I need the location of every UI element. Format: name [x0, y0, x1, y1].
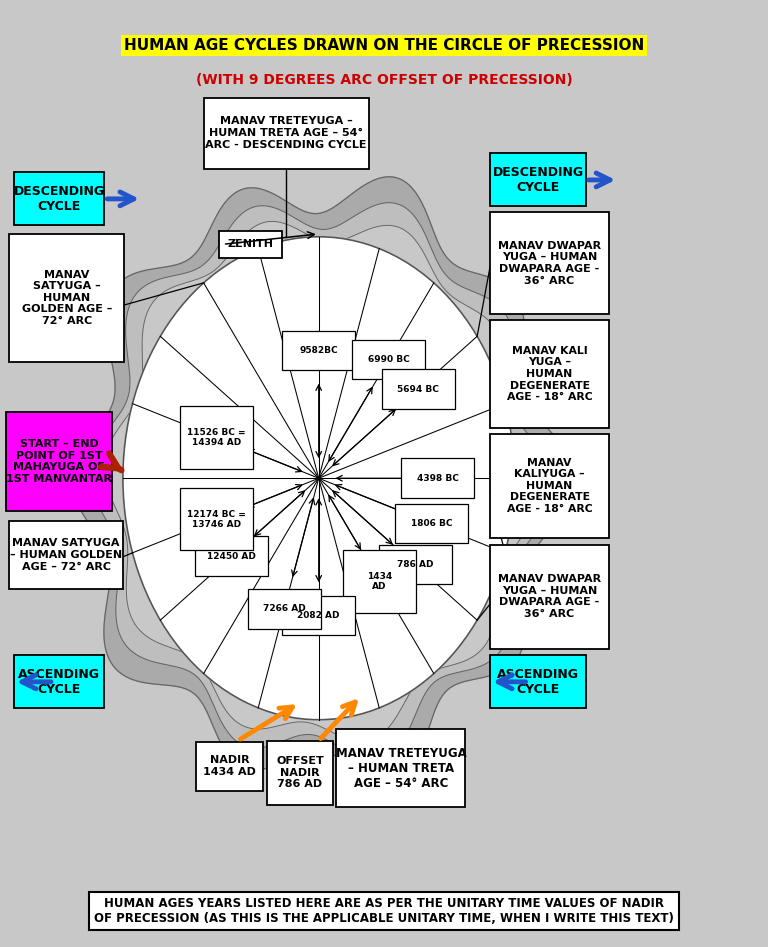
- FancyBboxPatch shape: [14, 172, 104, 225]
- FancyBboxPatch shape: [401, 458, 474, 498]
- FancyBboxPatch shape: [396, 504, 468, 544]
- FancyBboxPatch shape: [248, 589, 321, 629]
- Text: MANAV DWAPAR
YUGA – HUMAN
DWAPARA AGE -
36° ARC: MANAV DWAPAR YUGA – HUMAN DWAPARA AGE - …: [498, 574, 601, 619]
- FancyBboxPatch shape: [490, 212, 609, 314]
- Text: MANAV TRETEYUGA –
HUMAN TRETA AGE – 54°
ARC - DESCENDING CYCLE: MANAV TRETEYUGA – HUMAN TRETA AGE – 54° …: [205, 116, 367, 150]
- Polygon shape: [89, 203, 554, 760]
- Text: NADIR
1434 AD: NADIR 1434 AD: [204, 756, 256, 777]
- Text: MANAV
KALIYUGA –
HUMAN
DEGENERATE
AGE - 18° ARC: MANAV KALIYUGA – HUMAN DEGENERATE AGE - …: [507, 457, 592, 514]
- Text: 5694 BC: 5694 BC: [397, 384, 439, 394]
- Text: MANAV SATYUGA
– HUMAN GOLDEN
AGE – 72° ARC: MANAV SATYUGA – HUMAN GOLDEN AGE – 72° A…: [10, 538, 122, 572]
- FancyBboxPatch shape: [353, 340, 425, 380]
- Text: 4398 BC: 4398 BC: [417, 474, 458, 483]
- FancyBboxPatch shape: [490, 545, 609, 649]
- FancyBboxPatch shape: [180, 488, 253, 550]
- Text: 9582BC: 9582BC: [300, 346, 338, 355]
- FancyBboxPatch shape: [267, 741, 333, 805]
- Polygon shape: [104, 222, 537, 742]
- Text: START – END
POINT OF 1ST
MAHAYUGA OF
1ST MANVANTAR: START – END POINT OF 1ST MAHAYUGA OF 1ST…: [6, 439, 112, 484]
- Text: 12174 BC =
13746 AD: 12174 BC = 13746 AD: [187, 509, 246, 529]
- FancyBboxPatch shape: [343, 550, 416, 613]
- FancyBboxPatch shape: [180, 406, 253, 469]
- Text: 1806 BC: 1806 BC: [411, 519, 452, 528]
- FancyBboxPatch shape: [14, 655, 104, 708]
- FancyBboxPatch shape: [219, 231, 282, 258]
- Text: DESCENDING
CYCLE: DESCENDING CYCLE: [14, 185, 104, 213]
- FancyBboxPatch shape: [6, 412, 112, 511]
- FancyBboxPatch shape: [195, 536, 268, 576]
- Text: DESCENDING
CYCLE: DESCENDING CYCLE: [492, 166, 584, 194]
- FancyBboxPatch shape: [283, 596, 355, 635]
- Text: MANAV KALI
YUGA –
HUMAN
DEGENERATE
AGE - 18° ARC: MANAV KALI YUGA – HUMAN DEGENERATE AGE -…: [507, 346, 592, 402]
- Text: HUMAN AGE CYCLES DRAWN ON THE CIRCLE OF PRECESSION: HUMAN AGE CYCLES DRAWN ON THE CIRCLE OF …: [124, 38, 644, 53]
- Text: HUMAN AGES YEARS LISTED HERE ARE AS PER THE UNITARY TIME VALUES OF NADIR
OF PREC: HUMAN AGES YEARS LISTED HERE ARE AS PER …: [94, 897, 674, 925]
- FancyBboxPatch shape: [490, 655, 586, 708]
- FancyBboxPatch shape: [283, 331, 355, 370]
- Text: 11526 BC =
14394 AD: 11526 BC = 14394 AD: [187, 427, 246, 447]
- FancyBboxPatch shape: [9, 521, 123, 589]
- Text: 6990 BC: 6990 BC: [368, 355, 409, 364]
- FancyBboxPatch shape: [336, 729, 465, 807]
- Text: ZENITH: ZENITH: [227, 240, 273, 249]
- Text: 2082 AD: 2082 AD: [297, 611, 340, 620]
- Circle shape: [123, 237, 515, 720]
- Text: 7266 AD: 7266 AD: [263, 604, 306, 614]
- Text: 12450 AD: 12450 AD: [207, 552, 257, 561]
- FancyBboxPatch shape: [490, 153, 586, 206]
- Text: ASCENDING
CYCLE: ASCENDING CYCLE: [497, 668, 579, 696]
- Text: ASCENDING
CYCLE: ASCENDING CYCLE: [18, 668, 100, 696]
- FancyBboxPatch shape: [196, 742, 263, 791]
- Polygon shape: [72, 177, 574, 781]
- FancyBboxPatch shape: [382, 369, 455, 409]
- Text: 1434
AD: 1434 AD: [367, 572, 392, 591]
- Text: OFFSET
NADIR
786 AD: OFFSET NADIR 786 AD: [276, 756, 324, 790]
- Text: MANAV
SATYUGA –
HUMAN
GOLDEN AGE –
72° ARC: MANAV SATYUGA – HUMAN GOLDEN AGE – 72° A…: [22, 270, 112, 326]
- FancyBboxPatch shape: [9, 234, 124, 362]
- Text: MANAV DWAPAR
YUGA – HUMAN
DWAPARA AGE -
36° ARC: MANAV DWAPAR YUGA – HUMAN DWAPARA AGE - …: [498, 241, 601, 286]
- FancyBboxPatch shape: [204, 98, 369, 169]
- Text: (WITH 9 DEGREES ARC OFFSET OF PRECESSION): (WITH 9 DEGREES ARC OFFSET OF PRECESSION…: [196, 73, 572, 86]
- Text: 786 AD: 786 AD: [397, 560, 433, 569]
- FancyBboxPatch shape: [379, 545, 452, 584]
- FancyBboxPatch shape: [490, 434, 609, 538]
- FancyBboxPatch shape: [490, 320, 609, 428]
- Text: MANAV TRETEYUGA
– HUMAN TRETA
AGE – 54° ARC: MANAV TRETEYUGA – HUMAN TRETA AGE – 54° …: [336, 746, 466, 790]
